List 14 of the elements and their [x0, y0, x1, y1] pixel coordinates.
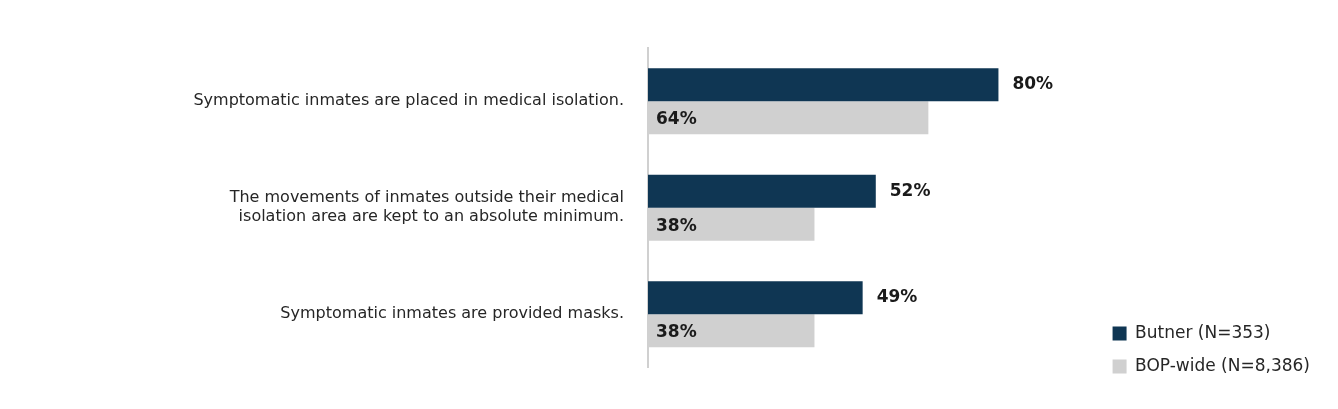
bar [648, 281, 863, 315]
legend-label: BOP-wide (N=8,386) [1135, 354, 1311, 375]
data-label: 38% [656, 321, 697, 342]
data-label: 49% [876, 286, 918, 307]
data-label: 80% [1012, 73, 1054, 94]
y-tick-label: Symptomatic inmates are provided masks. [280, 303, 624, 323]
data-label: 38% [656, 214, 697, 235]
legend-label: Butner (N=353) [1135, 321, 1271, 342]
bar [648, 68, 999, 102]
bar [648, 174, 876, 208]
data-label: 64% [656, 108, 697, 129]
y-tick-label: Symptomatic inmates are placed in medical isolation. [193, 90, 624, 110]
data-label: 52% [889, 179, 931, 200]
y-tick-label: The movements of inmates outside their medical isolation area are kept to an absolute minimum. [228, 187, 624, 226]
